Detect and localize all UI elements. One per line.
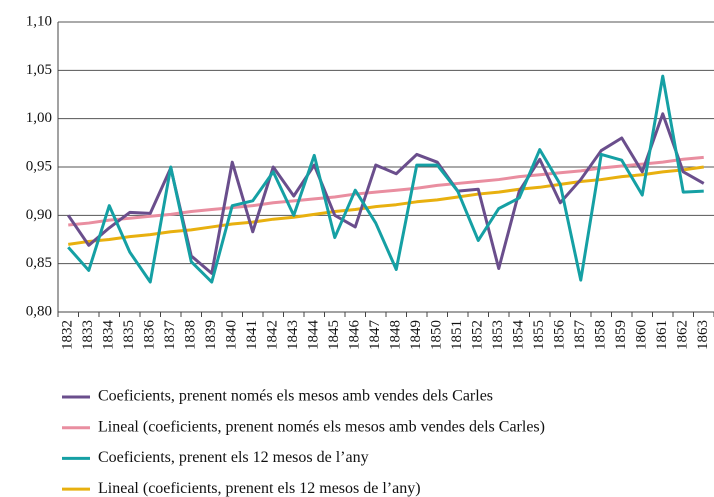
legend-label: Lineal (coeficients, prenent només els m…: [98, 418, 545, 435]
x-tick-label: 1858: [593, 320, 609, 350]
x-tick-label: 1863: [695, 320, 711, 350]
y-tick-label: 1,00: [26, 110, 52, 126]
x-tick-label: 1838: [183, 320, 199, 350]
x-tick-label: 1856: [552, 320, 568, 351]
x-tick-label: 1852: [470, 320, 486, 350]
x-tick-label: 1841: [244, 320, 260, 350]
x-tick-label: 1859: [613, 320, 629, 350]
x-tick-label: 1854: [511, 320, 527, 351]
x-tick-label: 1836: [142, 320, 158, 351]
x-tick-label: 1855: [531, 320, 547, 350]
x-tick-label: 1848: [388, 320, 404, 350]
y-tick-label: 0,95: [26, 158, 52, 174]
series-line: [67, 74, 704, 284]
x-tick-label: 1834: [101, 320, 117, 351]
y-tick-label: 1,05: [26, 62, 52, 78]
x-tick-label: 1844: [306, 320, 322, 351]
x-tick-label: 1853: [490, 320, 506, 350]
x-tick-label: 1860: [634, 320, 650, 350]
y-tick-label: 0,90: [26, 207, 52, 223]
x-tick-label: 1842: [265, 320, 281, 350]
y-tick-label: 0,80: [26, 303, 52, 319]
y-tick-label: 0,85: [26, 255, 52, 271]
x-tick-label: 1846: [347, 320, 363, 351]
x-tick-label: 1851: [449, 320, 465, 350]
x-tick-label: 1839: [203, 320, 219, 350]
x-tick-label: 1845: [326, 320, 342, 350]
x-tick-label: 1833: [80, 320, 96, 350]
legend-label: Lineal (coeficients, prenent els 12 meso…: [98, 480, 421, 497]
x-tick-label: 1847: [367, 320, 383, 351]
x-tick-label: 1843: [285, 320, 301, 350]
y-tick-label: 1,10: [26, 13, 52, 29]
legend-label: Coeficients, prenent els 12 mesos de l’a…: [98, 449, 369, 466]
x-tick-label: 1857: [572, 320, 588, 351]
x-tick-label: 1835: [121, 320, 137, 350]
x-tick-label: 1850: [429, 320, 445, 350]
legend-label: Coeficients, prenent només els mesos amb…: [98, 388, 493, 405]
x-tick-label: 1849: [408, 320, 424, 350]
x-tick-label: 1861: [654, 320, 670, 350]
x-tick-label: 1862: [675, 320, 691, 350]
x-tick-label: 1832: [60, 320, 76, 350]
x-tick-label: 1840: [224, 320, 240, 350]
x-tick-label: 1837: [162, 320, 178, 351]
